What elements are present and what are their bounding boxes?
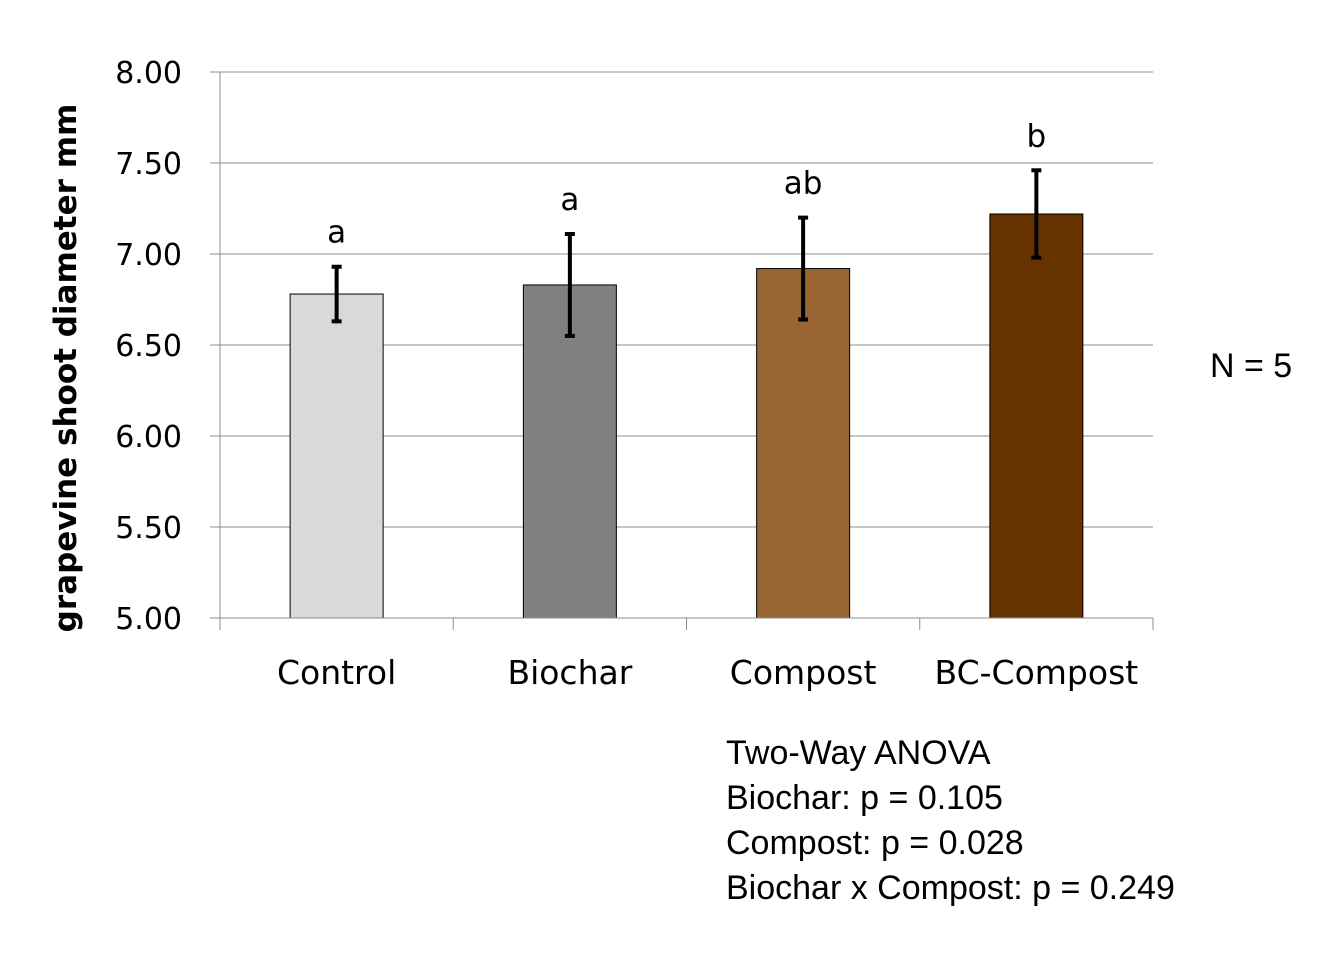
- x-category-label: Control: [277, 653, 396, 692]
- labels: 5.00 5.50 6.00 6.50 7.00 7.50 8.00 a Control a Bio…: [115, 56, 1138, 692]
- significance-letter: b: [1027, 118, 1047, 154]
- bars: [289, 168, 1084, 619]
- anova-line-biochar: Biochar: p = 0.105: [726, 779, 1003, 817]
- letter-backing: [775, 163, 832, 204]
- y-tick-label: 8.00: [115, 56, 182, 91]
- y-axis-label: grapevine shoot diameter mm: [48, 104, 84, 633]
- significance-letter: ab: [784, 166, 823, 202]
- y-tick-label: 5.50: [115, 511, 182, 546]
- significance-letter: a: [327, 215, 346, 251]
- x-category-label: Biochar: [507, 653, 632, 692]
- n-label: N = 5: [1210, 347, 1293, 385]
- bar-bc-compost: [989, 213, 1084, 619]
- y-tick-label: 6.00: [115, 420, 182, 455]
- anova-line-interaction: Biochar x Compost: p = 0.249: [726, 869, 1175, 907]
- axes: [210, 71, 1154, 630]
- x-category-label: BC-Compost: [935, 653, 1139, 692]
- y-tick-label: 6.50: [115, 329, 182, 364]
- bar-control: [289, 293, 384, 619]
- x-category-label: Compost: [730, 653, 877, 692]
- anova-summary: Two-Way ANOVA Biochar: p = 0.105 Compost…: [726, 731, 1175, 911]
- significance-letter: a: [560, 182, 579, 218]
- y-tick-label: 5.00: [115, 602, 182, 637]
- y-tick-label: 7.00: [115, 238, 182, 273]
- y-tick-label: 7.50: [115, 147, 182, 182]
- anova-line-title: Two-Way ANOVA: [726, 734, 991, 772]
- anova-line-compost: Compost: p = 0.028: [726, 824, 1024, 862]
